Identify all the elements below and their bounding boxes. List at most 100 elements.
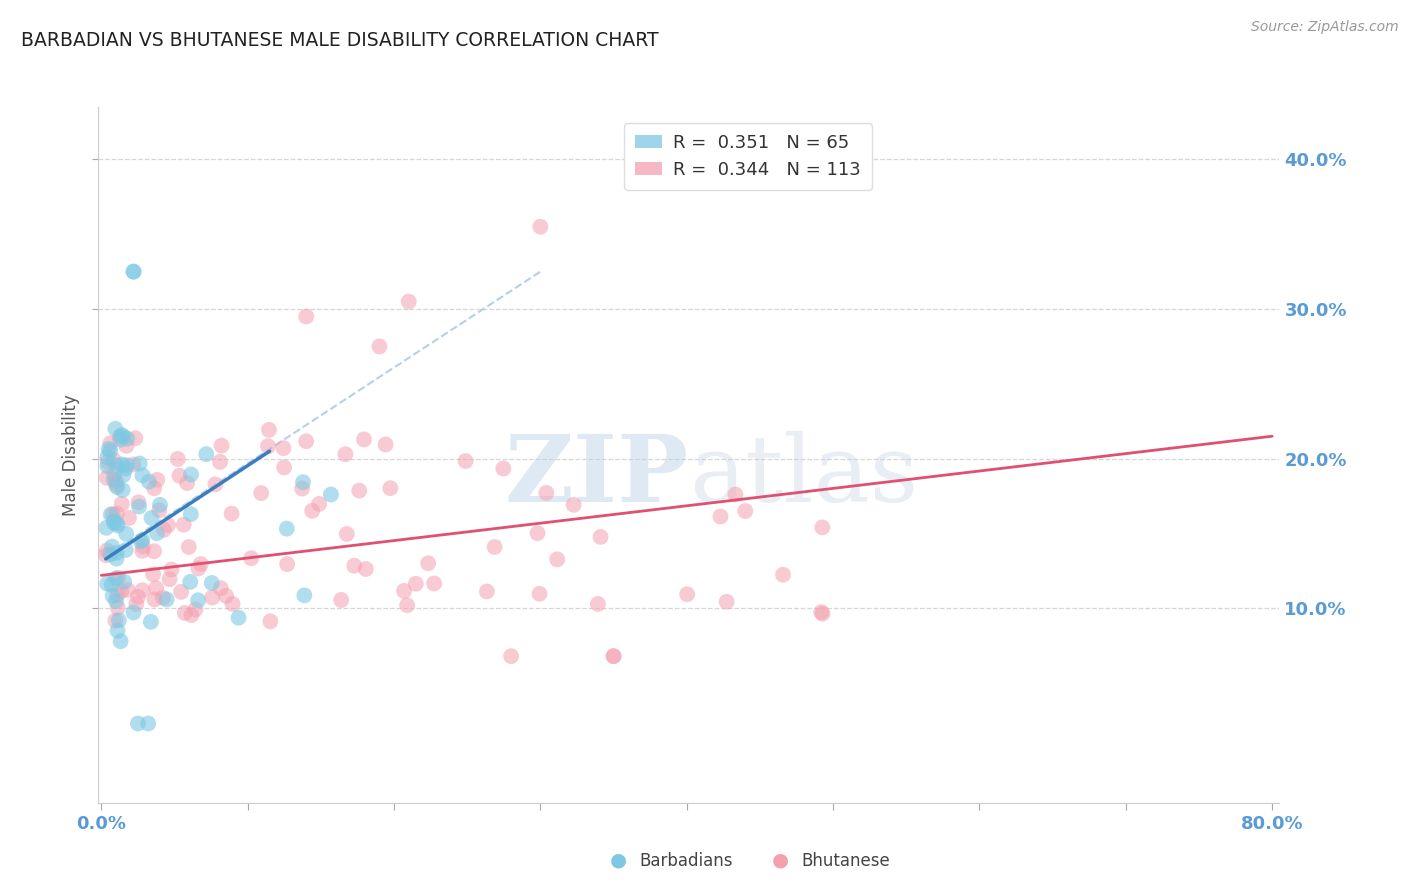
Point <box>208 455 231 469</box>
Point <box>536 486 558 500</box>
Text: Bhutanese: Bhutanese <box>801 852 890 870</box>
Point <box>103 516 125 530</box>
Point <box>122 606 145 620</box>
Point <box>484 540 506 554</box>
Point <box>105 546 128 560</box>
Point <box>190 557 212 571</box>
Point <box>105 474 128 488</box>
Point <box>138 475 160 489</box>
Point <box>170 585 193 599</box>
Point <box>124 431 146 445</box>
Point <box>392 583 415 598</box>
Point <box>153 523 176 537</box>
Point <box>347 483 370 498</box>
Point <box>368 339 391 353</box>
Point <box>105 507 128 521</box>
Point <box>96 471 118 485</box>
Point <box>146 473 169 487</box>
Point <box>128 500 150 514</box>
Point <box>107 571 129 585</box>
Point <box>526 526 548 541</box>
Point <box>291 482 314 496</box>
Point <box>276 557 298 571</box>
Point <box>101 540 124 554</box>
Point <box>152 591 174 605</box>
Point <box>96 521 118 535</box>
Point <box>169 468 191 483</box>
Point <box>157 518 180 533</box>
Point <box>100 436 122 450</box>
Text: BARBADIAN VS BHUTANESE MALE DISABILITY CORRELATION CHART: BARBADIAN VS BHUTANESE MALE DISABILITY C… <box>21 31 659 50</box>
Point <box>105 588 128 602</box>
Point <box>240 551 263 566</box>
Text: ZIP: ZIP <box>505 431 689 521</box>
Point <box>301 504 323 518</box>
Point <box>139 615 162 629</box>
Point <box>716 595 738 609</box>
Point <box>96 543 118 558</box>
Point <box>111 428 134 442</box>
Point <box>114 543 136 558</box>
Point <box>589 530 612 544</box>
Point <box>259 615 281 629</box>
Point <box>104 422 127 436</box>
Point <box>295 310 318 324</box>
Point <box>396 598 419 612</box>
Point <box>374 437 396 451</box>
Point <box>108 613 131 627</box>
Point <box>110 584 132 599</box>
Point <box>187 561 209 575</box>
Point <box>201 591 224 605</box>
Point <box>100 578 122 592</box>
Point <box>115 526 138 541</box>
Point <box>562 498 585 512</box>
Point <box>127 716 149 731</box>
Point <box>122 265 145 279</box>
Y-axis label: Male Disability: Male Disability <box>62 394 80 516</box>
Point <box>115 439 138 453</box>
Point <box>295 434 318 449</box>
Point <box>336 527 359 541</box>
Point <box>335 447 357 461</box>
Point <box>180 507 202 521</box>
Point <box>184 602 207 616</box>
Point <box>105 478 128 492</box>
Point <box>103 467 125 482</box>
Point <box>112 574 135 589</box>
Point <box>250 486 273 500</box>
Text: Barbadians: Barbadians <box>640 852 734 870</box>
Point <box>602 649 624 664</box>
Point <box>143 592 166 607</box>
Point <box>319 487 342 501</box>
Point <box>602 649 624 664</box>
Point <box>131 544 153 558</box>
Point <box>142 567 165 582</box>
Point <box>111 483 134 497</box>
Point <box>195 447 218 461</box>
Point <box>143 481 166 495</box>
Point <box>173 517 195 532</box>
Point <box>330 593 353 607</box>
Point <box>104 614 127 628</box>
Point <box>105 458 128 473</box>
Point <box>228 610 250 624</box>
Point <box>201 576 224 591</box>
Point <box>811 520 834 534</box>
Point <box>105 551 128 566</box>
Point <box>308 497 330 511</box>
Point <box>141 511 163 525</box>
Point <box>811 607 834 621</box>
Point <box>97 455 120 469</box>
Text: Source: ZipAtlas.com: Source: ZipAtlas.com <box>1251 20 1399 34</box>
Point <box>529 219 551 234</box>
Point <box>118 511 141 525</box>
Point <box>724 487 747 501</box>
Point <box>501 649 523 664</box>
Point <box>127 590 149 604</box>
Point <box>159 572 181 586</box>
Point <box>115 458 138 473</box>
Point <box>418 556 440 570</box>
Point <box>136 716 159 731</box>
Point <box>122 265 145 279</box>
Point <box>257 423 280 437</box>
